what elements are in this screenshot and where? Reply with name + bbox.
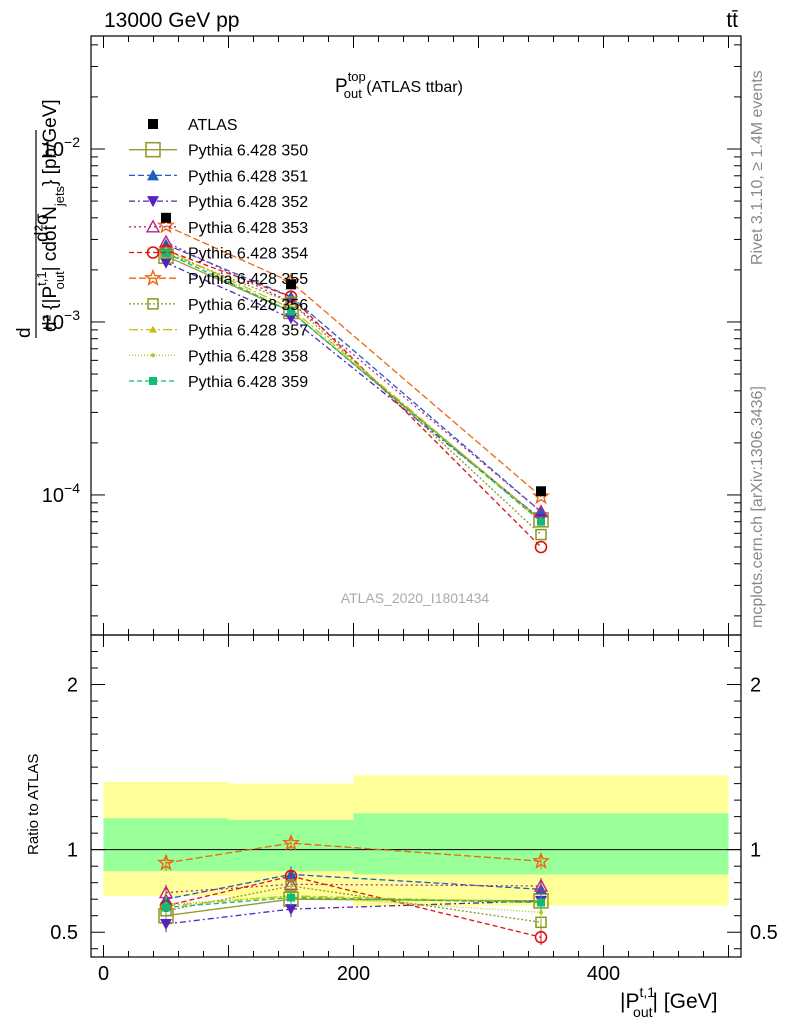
series-point-top [534, 540, 548, 554]
legend-label: Pythia 6.428 354 [188, 246, 308, 263]
series-point-top [537, 517, 545, 526]
y-tick-label: 10−4 [42, 480, 80, 507]
legend-marker [147, 196, 159, 208]
legend-label: ATLAS [188, 117, 238, 134]
x-tick-label: 400 [587, 963, 620, 985]
legend-label: Pythia 6.428 358 [188, 348, 308, 365]
ratio-y-tick-label-right: 2 [750, 675, 761, 697]
series-point-top [287, 307, 295, 316]
legend-label: Pythia 6.428 357 [188, 323, 308, 340]
ratio-y-tick-label-right: 1 [750, 840, 761, 862]
series-line-top [165, 249, 542, 548]
ratio-y-axis-label: Ratio to ATLAS [25, 754, 42, 855]
data-point [161, 212, 171, 223]
legend-entry: Pythia 6.428 357 [129, 323, 308, 340]
series-line-top [165, 225, 542, 497]
legend-label: Pythia 6.428 351 [188, 168, 308, 185]
series-line-top [165, 252, 542, 536]
legend-label: Pythia 6.428 359 [188, 374, 308, 391]
legend-entry: Pythia 6.428 355 [129, 268, 308, 288]
legend-entry: Pythia 6.428 356 [129, 297, 308, 314]
legend-marker [149, 377, 157, 385]
ratio-panel-frame [90, 634, 742, 958]
legend-entry: Pythia 6.428 352 [129, 194, 308, 211]
legend-marker [145, 219, 161, 233]
series-line-ratio [165, 896, 542, 909]
header-process-label: tt̄ [726, 9, 738, 32]
legend-label: Pythia 6.428 355 [188, 271, 308, 288]
ratio-y-tick-label: 2 [67, 675, 78, 697]
series-point-top [157, 216, 175, 234]
legend-marker [144, 268, 162, 286]
legend-label: Pythia 6.428 356 [188, 297, 308, 314]
ratio-uncertainty-bands [103, 775, 729, 906]
axes-frames: 0 200 400 10−2 10−3 10−4 0.5 0.5 1 1 2 2 [42, 35, 778, 985]
ratio-y-tick-label-right: 0.5 [750, 922, 778, 944]
ratio-y-tick-label: 1 [67, 840, 78, 862]
chart-title: Ptop out (ATLAS ttbar) [335, 69, 463, 101]
x-axis-label: |Pt,1 out| [GeV] [620, 984, 718, 1020]
y-tick-label: 10−3 [42, 307, 80, 334]
legend: ATLAS Pythia 6.428 350 Pythia 6.428 351 Pyt… [129, 117, 308, 391]
legend-marker [151, 353, 155, 358]
legend-marker [146, 246, 160, 259]
data-point [536, 486, 546, 497]
legend-marker [149, 325, 157, 333]
legend-marker [145, 141, 161, 158]
ratio-y-tick-label: 0.5 [50, 922, 78, 944]
x-tick-label: 200 [337, 963, 370, 985]
legend-entry: ATLAS [148, 117, 238, 134]
legend-label: Pythia 6.428 350 [188, 143, 308, 160]
series-point-top [160, 257, 172, 269]
top-y-axis-label: d d²σ d² {|Pt,1 out| cdot Njets} [pb/GeV] [14, 99, 67, 338]
series-point-top [532, 487, 550, 505]
legend-marker [147, 298, 159, 310]
header-energy-label: 13000 GeV pp [104, 9, 239, 32]
y-tick-label: 10−2 [42, 134, 80, 161]
series-markers [157, 212, 550, 946]
legend-label: Pythia 6.428 352 [188, 194, 308, 211]
legend-entry: Pythia 6.428 353 [129, 219, 308, 237]
rivet-label: Rivet 3.1.10, ≥ 1.4M events [749, 70, 766, 265]
series-point-top [535, 528, 547, 541]
legend-entry: Pythia 6.428 359 [129, 374, 308, 391]
data-point [286, 279, 296, 290]
svg-text:d: d [14, 327, 35, 338]
series-point-top [285, 313, 297, 325]
legend-marker [148, 119, 158, 129]
legend-entry: Pythia 6.428 350 [129, 141, 308, 160]
svg-text:d²σ: d²σ [32, 213, 53, 242]
legend-entry: Pythia 6.428 351 [129, 168, 308, 185]
legend-entry: Pythia 6.428 354 [129, 246, 308, 263]
series-point-top [535, 505, 547, 517]
series-line-top [165, 241, 542, 513]
mcplots-label: mcplots.cern.ch [arXiv:1306.3436] [749, 386, 766, 628]
legend-marker [147, 169, 159, 181]
legend-label: Pythia 6.428 353 [188, 220, 308, 237]
x-tick-label: 0 [98, 963, 109, 985]
legend-entry: Pythia 6.428 358 [129, 348, 308, 365]
analysis-watermark: ATLAS_2020_I1801434 [341, 590, 490, 606]
